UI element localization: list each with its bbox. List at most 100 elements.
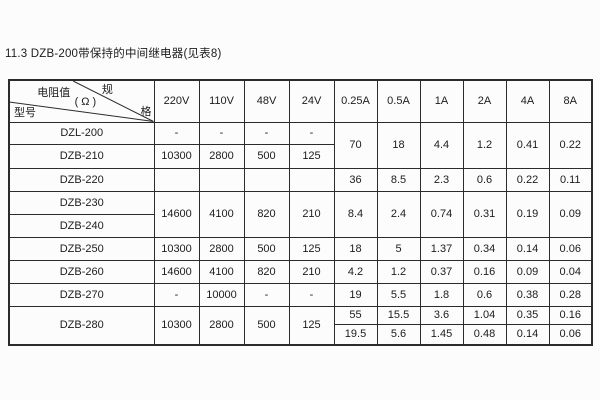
table-row-dzb-230: DZB-230 14600 4100 820 210 8.4 2.4 0.74 … xyxy=(8,190,593,238)
table-cell: 0.6 xyxy=(462,167,507,192)
table-cell: - xyxy=(243,121,290,145)
table-cell: 0.06 xyxy=(548,323,593,346)
table-cell: 0.04 xyxy=(548,259,593,284)
table-cell: 0.41 xyxy=(505,121,550,169)
header-spec-char-bottom: 格 xyxy=(140,105,152,118)
table-cell xyxy=(153,167,200,192)
table-cell: 0.38 xyxy=(505,282,550,307)
table-row-dzb-280-sub: 19.5 5.6 1.45 0.48 0.14 0.06 xyxy=(9,323,593,346)
table-cell xyxy=(198,167,245,192)
table-cell: 36 xyxy=(333,167,378,192)
col-header-2a: 2A xyxy=(462,79,507,123)
table-cell: 3.6 xyxy=(419,305,464,325)
table-cell: 14600 xyxy=(153,190,200,238)
model-cell: DZB-220 xyxy=(8,167,155,192)
col-header-48v: 48V xyxy=(243,79,290,123)
table-cell: 0.22 xyxy=(505,167,550,192)
table-cell: 0.74 xyxy=(419,190,464,238)
table-cell: 0.06 xyxy=(548,236,593,261)
table-cell: - xyxy=(153,282,200,307)
table-cell: - xyxy=(198,121,245,145)
table-cell: 820 xyxy=(243,259,290,284)
table-cell: 14600 xyxy=(153,259,200,284)
table-cell: 19.5 xyxy=(333,323,378,346)
table-cell: 500 xyxy=(243,143,290,169)
table-cell xyxy=(288,167,335,192)
table-row-dzb-260: DZB-260 14600 4100 820 210 4.2 1.2 0.37 … xyxy=(8,259,593,284)
table-cell: 4.4 xyxy=(419,121,464,169)
table-cell: - xyxy=(288,121,335,145)
table-cell: 55 xyxy=(333,305,378,325)
table-cell: 0.22 xyxy=(548,121,593,169)
relay-spec-table: 电阻值 ( Ω ) 规 格 型号 220V 110V 48V 24V 0.25A… xyxy=(8,79,593,346)
table-cell: 4100 xyxy=(198,190,245,238)
table-cell: 70 xyxy=(333,121,378,169)
col-header-220v: 220V xyxy=(153,79,200,123)
table-row-dzb-280: DZB-280 10300 2800 500 125 55 15.5 3.6 1… xyxy=(8,305,593,346)
col-header-0-25a: 0.25A xyxy=(333,79,378,123)
table-cell: 0.19 xyxy=(505,190,550,238)
table-cell: 8.4 xyxy=(333,190,378,238)
model-cell: DZB-250 xyxy=(8,236,155,261)
table-cell: - xyxy=(153,121,200,145)
table-cell: 2800 xyxy=(198,236,245,261)
table-cell: 1.2 xyxy=(462,121,507,169)
table-cell: 2800 xyxy=(198,305,245,346)
table-cell: 0.11 xyxy=(548,167,593,192)
table-cell: 4.2 xyxy=(333,259,378,284)
table-cell: 0.31 xyxy=(462,190,507,238)
header-resistance-label: 电阻值 xyxy=(37,87,71,100)
table-cell: 0.14 xyxy=(505,236,550,261)
table-cell: 5.6 xyxy=(376,323,421,346)
col-header-8a: 8A xyxy=(548,79,593,123)
table-cell: 210 xyxy=(288,259,335,284)
table-cell: 1.8 xyxy=(419,282,464,307)
table-cell: 2.4 xyxy=(376,190,421,238)
table-cell: 210 xyxy=(288,190,335,238)
header-spec-char-top: 规 xyxy=(101,84,113,97)
table-cell: 2.3 xyxy=(419,167,464,192)
table-cell: 0.6 xyxy=(462,282,507,307)
table-cell: 10000 xyxy=(198,282,245,307)
table-cell: 0.34 xyxy=(462,236,507,261)
table-row-dzb-250: DZB-250 10300 2800 500 125 18 5 1.37 0.3… xyxy=(8,236,593,261)
table-cell: 0.28 xyxy=(548,282,593,307)
col-header-0-5a: 0.5A xyxy=(376,79,421,123)
col-header-1a: 1A xyxy=(419,79,464,123)
table-cell: 15.5 xyxy=(376,305,421,325)
table-cell: 1.37 xyxy=(419,236,464,261)
table-cell: 4100 xyxy=(198,259,245,284)
table-cell: 19 xyxy=(333,282,378,307)
table-cell: 0.16 xyxy=(462,259,507,284)
table-row-dzb-210: DZB-210 10300 2800 500 125 xyxy=(8,143,592,169)
page-title: 11.3 DZB-200带保持的中间继电器(见表8) xyxy=(5,48,222,60)
table-cell: 0.35 xyxy=(505,305,550,325)
table-cell: 0.16 xyxy=(548,305,593,325)
table-cell: 5 xyxy=(376,236,421,261)
table-cell: 820 xyxy=(243,190,290,238)
model-cell: DZB-270 xyxy=(8,282,155,307)
table-cell: 18 xyxy=(376,121,421,169)
table-cell: 500 xyxy=(243,305,290,346)
header-model-label: 型号 xyxy=(14,106,36,119)
model-cell: DZB-260 xyxy=(8,259,155,284)
col-header-4a: 4A xyxy=(505,79,550,123)
model-cell: DZL-200 xyxy=(8,121,155,145)
table-cell: 500 xyxy=(243,236,290,261)
table-cell: 18 xyxy=(333,236,378,261)
header-ohm-label: ( Ω ) xyxy=(74,95,97,108)
col-header-110v: 110V xyxy=(198,79,245,123)
table-row-dzb-270: DZB-270 - 10000 - - 19 5.5 1.8 0.6 0.38 … xyxy=(8,282,593,307)
table-cell: 0.09 xyxy=(505,259,550,284)
header-row: 电阻值 ( Ω ) 规 格 型号 220V 110V 48V 24V 0.25A… xyxy=(8,79,593,123)
table-cell: - xyxy=(288,282,335,307)
table-cell: 1.45 xyxy=(419,323,464,346)
table-row-dzl-200: DZL-200 - - - - 70 18 4.4 1.2 0.41 0.22 xyxy=(8,121,593,169)
table-cell: 10300 xyxy=(153,143,200,169)
table-cell: 0.37 xyxy=(419,259,464,284)
model-cell: DZB-240 xyxy=(8,213,155,238)
table-cell: 0.14 xyxy=(505,323,550,346)
table-cell: 125 xyxy=(288,236,335,261)
table-cell: 125 xyxy=(288,305,335,346)
table-cell: - xyxy=(243,282,290,307)
